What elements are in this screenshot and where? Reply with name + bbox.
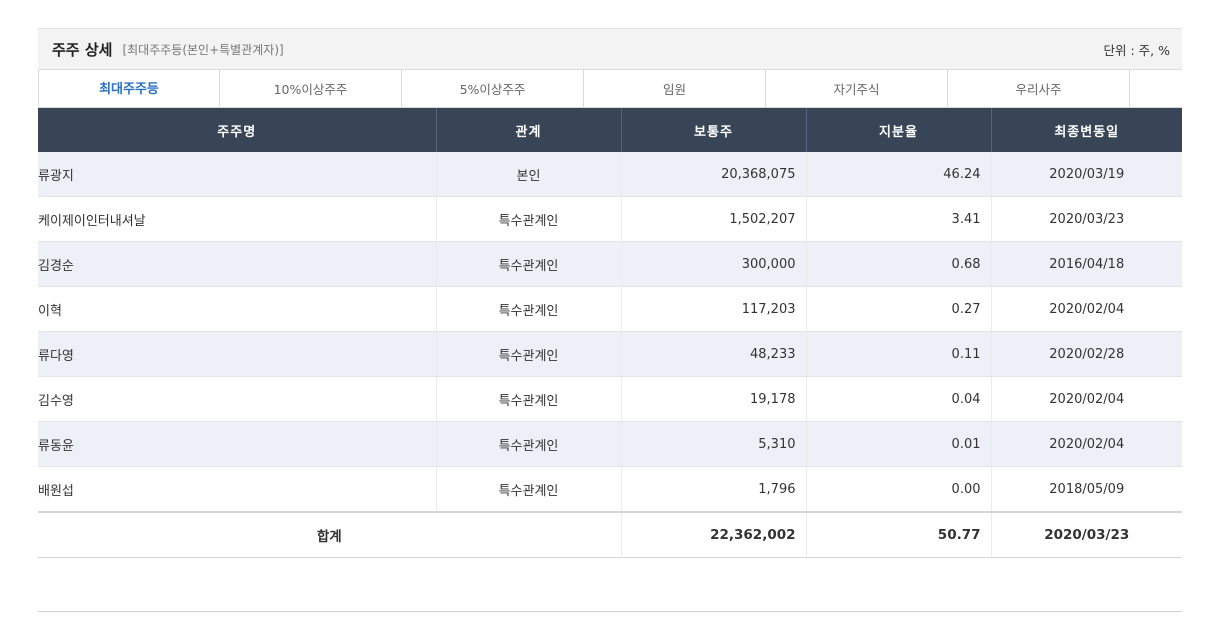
total-shares: 22,362,002 <box>620 511 806 558</box>
cell-shares: 1,796 <box>620 466 806 513</box>
tab-treasury-stock[interactable]: 자기주식 <box>766 70 948 107</box>
panel-header: 주주 상세 [최대주주등(본인+특별관계자)] 단위 : 주, % <box>38 28 1182 70</box>
table-row: 이혁 특수관계인 117,203 0.27 2020/02/04 <box>38 286 1182 332</box>
column-header-relation: 관계 <box>435 108 622 152</box>
cell-ratio: 3.41 <box>805 196 991 242</box>
tab-major-shareholders[interactable]: 최대주주등 <box>38 70 220 107</box>
panel-subtitle: [최대주주등(본인+특별관계자)] <box>122 42 284 57</box>
cell-date: 2020/02/04 <box>990 286 1182 332</box>
cell-relation: 본인 <box>435 152 621 197</box>
cell-relation: 특수관계인 <box>435 421 621 467</box>
cell-ratio: 0.68 <box>805 241 991 287</box>
table-row: 케이제이인터내셔날 특수관계인 1,502,207 3.41 2020/03/2… <box>38 196 1182 242</box>
total-ratio: 50.77 <box>805 511 991 558</box>
cell-name: 류동윤 <box>38 421 436 467</box>
cell-relation: 특수관계인 <box>435 376 621 422</box>
cell-date: 2020/02/28 <box>990 331 1182 377</box>
cell-ratio: 0.04 <box>805 376 991 422</box>
cell-shares: 300,000 <box>620 241 806 287</box>
cell-name: 류다영 <box>38 331 436 377</box>
table-row: 배원섭 특수관계인 1,796 0.00 2018/05/09 <box>38 466 1182 513</box>
cell-ratio: 0.27 <box>805 286 991 332</box>
cell-shares: 48,233 <box>620 331 806 377</box>
cell-shares: 20,368,075 <box>620 152 806 197</box>
bottom-divider <box>38 611 1182 612</box>
cell-name: 류광지 <box>38 152 436 197</box>
cell-name: 배원섭 <box>38 466 436 513</box>
table-row: 류광지 본인 20,368,075 46.24 2020/03/19 <box>38 152 1182 197</box>
cell-shares: 1,502,207 <box>620 196 806 242</box>
column-header-ratio: 지분율 <box>805 108 992 152</box>
cell-name: 김수영 <box>38 376 436 422</box>
column-header-name: 주주명 <box>38 108 437 152</box>
cell-shares: 5,310 <box>620 421 806 467</box>
total-row: 합계 22,362,002 50.77 2020/03/23 <box>38 511 1182 558</box>
shareholder-tabs: 최대주주등 10%이상주주 5%이상주주 임원 자기주식 우리사주 <box>38 70 1182 108</box>
cell-relation: 특수관계인 <box>435 196 621 242</box>
tab-executives[interactable]: 임원 <box>584 70 766 107</box>
cell-shares: 19,178 <box>620 376 806 422</box>
table-header-row: 주주명 관계 보통주 지분율 최종변동일 <box>38 108 1182 152</box>
table-row: 김경순 특수관계인 300,000 0.68 2016/04/18 <box>38 241 1182 287</box>
total-label: 합계 <box>38 511 621 558</box>
unit-label: 단위 : 주, % <box>1103 42 1170 58</box>
cell-date: 2020/03/19 <box>990 152 1182 197</box>
cell-name: 이혁 <box>38 286 436 332</box>
tab-employee-stock[interactable]: 우리사주 <box>948 70 1130 107</box>
cell-date: 2020/02/04 <box>990 421 1182 467</box>
table-row: 류동윤 특수관계인 5,310 0.01 2020/02/04 <box>38 421 1182 467</box>
tab-5pct-shareholders[interactable]: 5%이상주주 <box>402 70 584 107</box>
cell-ratio: 0.01 <box>805 421 991 467</box>
cell-relation: 특수관계인 <box>435 286 621 332</box>
table-row: 류다영 특수관계인 48,233 0.11 2020/02/28 <box>38 331 1182 377</box>
cell-ratio: 46.24 <box>805 152 991 197</box>
cell-ratio: 0.11 <box>805 331 991 377</box>
cell-date: 2020/02/04 <box>990 376 1182 422</box>
cell-relation: 특수관계인 <box>435 331 621 377</box>
cell-name: 김경순 <box>38 241 436 287</box>
cell-relation: 특수관계인 <box>435 466 621 513</box>
cell-shares: 117,203 <box>620 286 806 332</box>
panel-title: 주주 상세 <box>52 40 113 59</box>
shareholder-table: 주주명 관계 보통주 지분율 최종변동일 류광지 본인 20,368,075 4… <box>38 108 1182 558</box>
shareholder-detail-panel: 주주 상세 [최대주주등(본인+특별관계자)] 단위 : 주, % 최대주주등 … <box>38 28 1182 558</box>
column-header-common-shares: 보통주 <box>620 108 807 152</box>
cell-date: 2016/04/18 <box>990 241 1182 287</box>
table-row: 김수영 특수관계인 19,178 0.04 2020/02/04 <box>38 376 1182 422</box>
cell-date: 2018/05/09 <box>990 466 1182 513</box>
cell-date: 2020/03/23 <box>990 196 1182 242</box>
cell-name: 케이제이인터내셔날 <box>38 196 436 242</box>
cell-ratio: 0.00 <box>805 466 991 513</box>
cell-relation: 특수관계인 <box>435 241 621 287</box>
column-header-last-change-date: 최종변동일 <box>990 108 1182 152</box>
total-date: 2020/03/23 <box>990 511 1182 558</box>
tab-10pct-shareholders[interactable]: 10%이상주주 <box>220 70 402 107</box>
